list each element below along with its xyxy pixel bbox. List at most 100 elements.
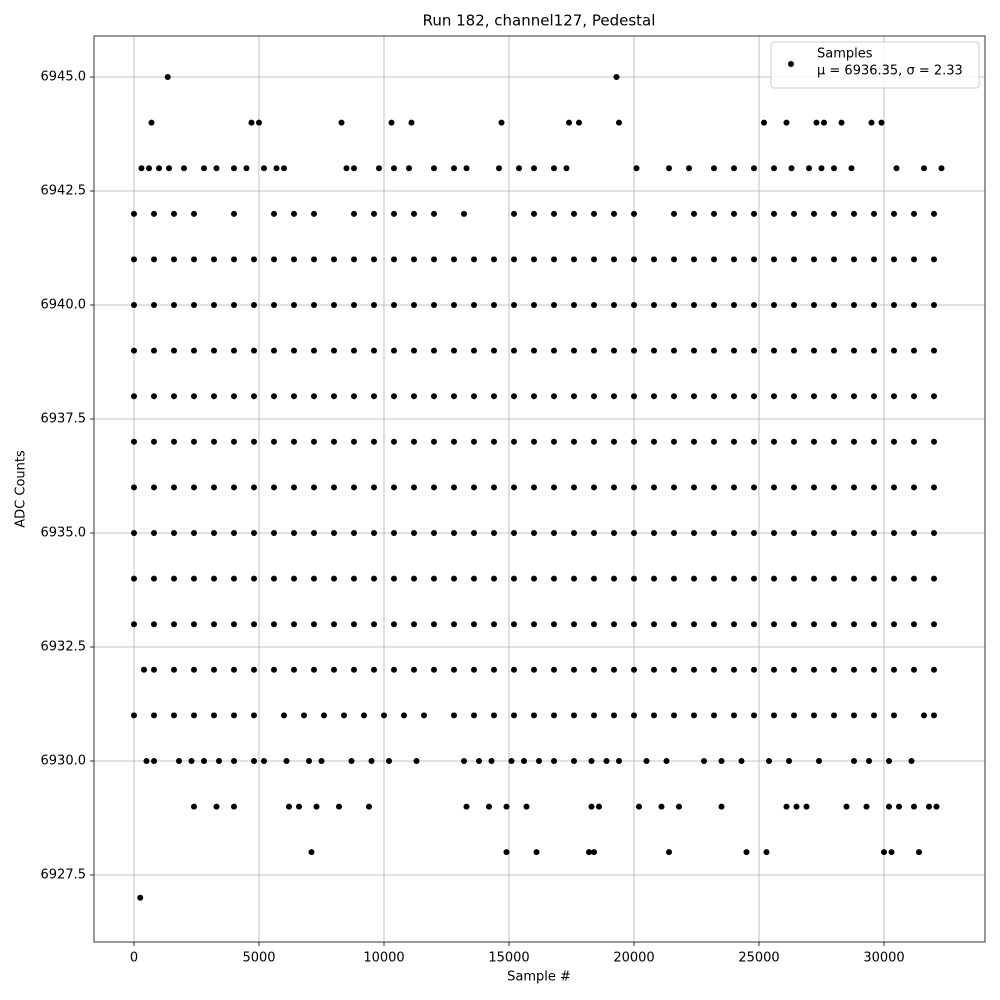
point: [571, 347, 577, 354]
point: [588, 757, 595, 764]
x-tick-label: 5000: [242, 951, 275, 966]
point: [461, 210, 467, 217]
point: [571, 621, 577, 628]
point: [291, 302, 297, 309]
point: [491, 256, 497, 263]
point: [651, 666, 657, 673]
point: [891, 438, 897, 445]
point: [191, 803, 197, 810]
point: [871, 347, 877, 354]
point: [771, 165, 777, 172]
point: [866, 757, 872, 764]
point: [211, 621, 217, 628]
point: [931, 256, 937, 263]
point: [311, 530, 317, 537]
point: [911, 302, 917, 309]
point: [851, 575, 857, 582]
point: [911, 438, 917, 445]
point: [291, 666, 297, 673]
point: [831, 210, 837, 217]
point: [463, 803, 470, 810]
x-tick-label: 20000: [613, 951, 654, 966]
point: [491, 438, 497, 445]
point: [591, 849, 597, 856]
point: [251, 347, 257, 354]
point: [908, 757, 915, 764]
point: [511, 347, 517, 354]
point: [391, 438, 397, 445]
point: [771, 530, 777, 537]
point: [371, 347, 377, 354]
point: [331, 347, 337, 354]
point: [676, 803, 682, 810]
point: [491, 575, 497, 582]
point: [231, 530, 237, 537]
point: [291, 210, 297, 217]
legend-marker: [788, 61, 794, 67]
point: [496, 165, 502, 172]
point: [351, 484, 357, 491]
point: [831, 393, 837, 400]
point: [391, 165, 397, 172]
point: [331, 666, 337, 673]
point: [331, 438, 337, 445]
point: [571, 256, 577, 263]
point: [671, 347, 677, 354]
point: [551, 530, 557, 537]
point: [411, 347, 417, 354]
point: [571, 666, 577, 673]
point: [351, 438, 357, 445]
point: [811, 575, 817, 582]
point: [731, 438, 737, 445]
point: [311, 621, 317, 628]
point: [471, 666, 477, 673]
point: [931, 666, 937, 673]
point: [651, 712, 657, 719]
point: [231, 438, 237, 445]
point: [376, 165, 382, 172]
point: [631, 256, 637, 263]
point: [191, 712, 197, 719]
point: [711, 530, 717, 537]
point: [371, 575, 377, 582]
point: [731, 575, 737, 582]
point: [811, 621, 817, 628]
point: [311, 438, 317, 445]
point: [571, 530, 577, 537]
point: [671, 302, 677, 309]
point: [743, 849, 750, 856]
point: [551, 210, 557, 217]
point: [611, 393, 617, 400]
point: [491, 666, 497, 673]
point: [591, 256, 597, 263]
point: [371, 256, 377, 263]
point: [911, 666, 917, 673]
point: [831, 575, 837, 582]
y-tick-label: 6932.5: [41, 639, 87, 654]
point: [751, 666, 757, 673]
point: [711, 165, 717, 172]
point: [271, 530, 277, 537]
point: [771, 621, 777, 628]
point: [771, 575, 777, 582]
point: [533, 849, 540, 856]
point: [658, 803, 665, 810]
point: [131, 210, 137, 217]
point: [231, 302, 237, 309]
point: [891, 666, 897, 673]
point: [931, 393, 937, 400]
point: [251, 530, 257, 537]
point: [671, 256, 677, 263]
point: [421, 712, 427, 719]
point: [451, 256, 457, 263]
point: [871, 393, 877, 400]
point: [331, 393, 337, 400]
point: [431, 256, 437, 263]
point: [811, 393, 817, 400]
point: [311, 347, 317, 354]
point: [191, 210, 197, 217]
point: [911, 803, 917, 810]
point: [611, 575, 617, 582]
point: [351, 393, 357, 400]
point: [888, 849, 895, 856]
